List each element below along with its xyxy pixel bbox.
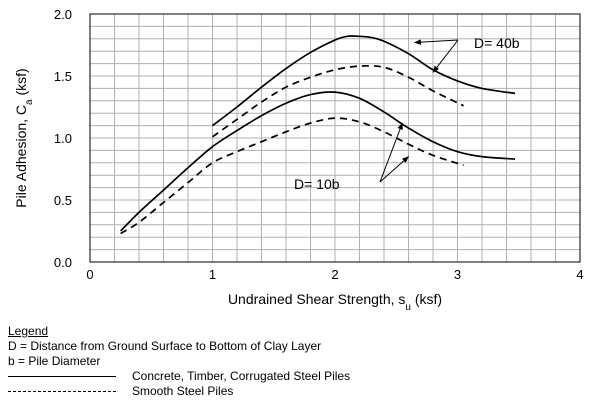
plot-frame xyxy=(89,13,581,263)
annotation-arrow-1-2 xyxy=(432,39,459,73)
annotation-arrow-2-1 xyxy=(379,122,403,183)
annotation-arrow-1-1 xyxy=(413,39,459,45)
series-line-4-dashed xyxy=(120,117,464,235)
legend-definition-b: b = Pile Diameter xyxy=(8,354,101,368)
legend-item-dashed: Smooth Steel Piles xyxy=(8,384,350,399)
series-group xyxy=(120,35,516,235)
series-line-2-dashed xyxy=(212,64,464,138)
y-tick-label: 1.0 xyxy=(54,131,72,146)
x-tick-label: 0 xyxy=(86,267,93,282)
y-tick-label: 1.5 xyxy=(54,69,72,84)
legend-dashed-swatch xyxy=(8,391,116,392)
legend-item-solid: Concrete, Timber, Corrugated Steel Piles xyxy=(8,369,350,384)
annotation-label-2: D= 10b xyxy=(294,176,340,192)
legend-solid-swatch xyxy=(8,376,116,377)
x-tick-label: 1 xyxy=(209,267,216,282)
y-tick-label: 2.0 xyxy=(54,7,72,22)
x-tick-label: 3 xyxy=(454,267,461,282)
legend-solid-label: Concrete, Timber, Corrugated Steel Piles xyxy=(132,369,351,383)
series-line-1-solid xyxy=(211,35,516,127)
y-tick-label: 0.0 xyxy=(54,255,72,270)
annotation-arrow-2-2 xyxy=(379,156,410,183)
legend-dashed-label: Smooth Steel Piles xyxy=(132,384,234,398)
y-tick-label: 0.5 xyxy=(54,193,72,208)
annotation-label-1: D= 40b xyxy=(474,35,520,51)
x-axis-title: Undrained Shear Strength, su (ksf) xyxy=(228,291,442,313)
annotations: D= 40b D= 10b xyxy=(294,35,520,192)
series-line-3-solid xyxy=(120,91,516,232)
legend: Legend D = Distance from Ground Surface … xyxy=(8,324,350,399)
chart: 0 1 2 3 4 0.0 0.5 1.0 1.5 2.0 D= 40b D= 10b Undrai… xyxy=(13,7,584,313)
grid xyxy=(90,14,580,262)
tick-labels: 0 1 2 3 4 0.0 0.5 1.0 1.5 2.0 xyxy=(54,7,584,282)
x-tick-label: 4 xyxy=(576,267,583,282)
x-tick-label: 2 xyxy=(331,267,338,282)
legend-definition-d: D = Distance from Ground Surface to Bott… xyxy=(8,339,322,353)
legend-title: Legend xyxy=(8,324,49,338)
y-axis-title: Pile Adhesion, Ca (ksf) xyxy=(13,68,35,207)
